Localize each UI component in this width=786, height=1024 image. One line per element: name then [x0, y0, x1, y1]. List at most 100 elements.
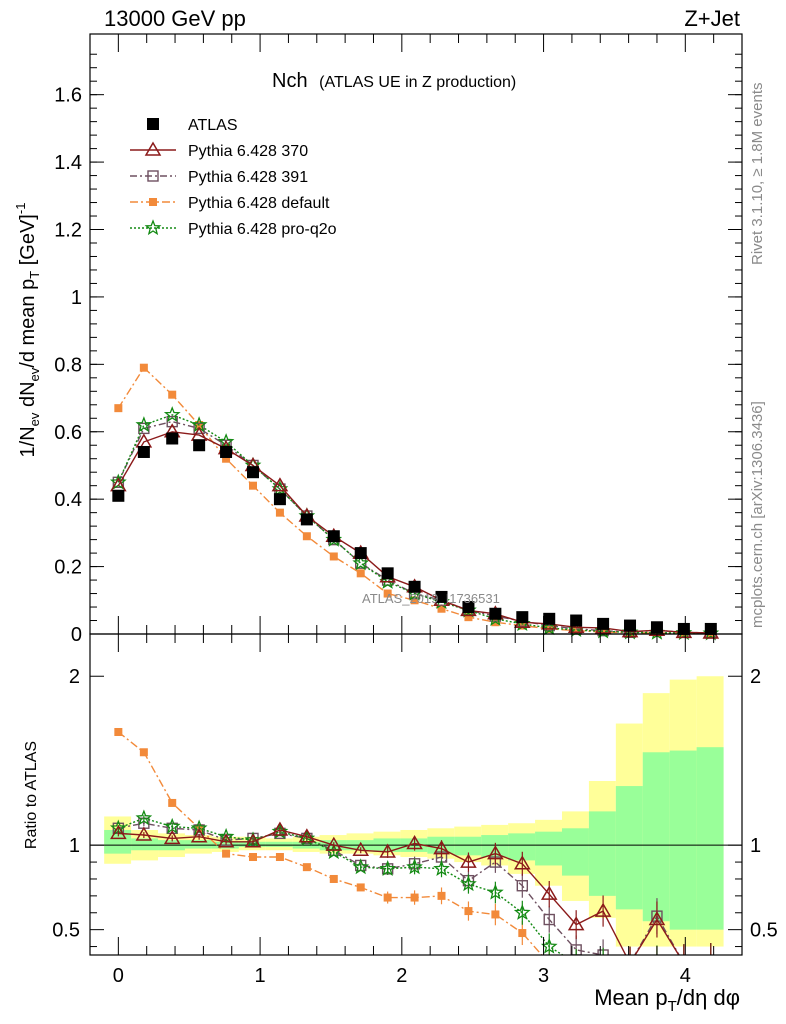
ratio-band-green [508, 833, 536, 861]
ratio-point-pq2o [486, 883, 504, 900]
main-point-data [381, 567, 394, 580]
main-point-data [462, 601, 475, 614]
ratio-series-p370 [110, 821, 712, 955]
x-tick-label: 0 [113, 965, 124, 987]
ratio-point-pdefault [275, 853, 284, 862]
ratio-point-p370 [163, 829, 181, 845]
legend-marker-p370 [144, 141, 162, 156]
ratio-frame [89, 633, 743, 956]
main-point-data [354, 547, 367, 560]
ratio-point-pdefault [437, 891, 446, 900]
x-tick-label: 3 [538, 965, 549, 987]
legend-label-p370: Pythia 6.428 370 [188, 143, 308, 160]
ratio-band-green [669, 750, 697, 930]
main-point-data [677, 622, 690, 635]
chart-title: Nch (ATLAS UE in Z production) [272, 70, 516, 92]
main-point-pdefault [356, 569, 365, 578]
main-point-data [300, 513, 313, 526]
main-series-data [112, 432, 717, 635]
main-point-pdefault [249, 481, 257, 490]
main-point-data [489, 607, 502, 620]
ratio-point-p370 [540, 885, 558, 900]
main-ytick-label: 1 [71, 287, 82, 309]
main-point-pdefault [302, 532, 311, 541]
main-point-data [516, 611, 529, 624]
ratio-point-pq2o [602, 954, 604, 955]
ratio-y-axis-title: Ratio to ATLAS [23, 741, 40, 849]
ratio-point-pdefault [653, 959, 661, 967]
main-point-data [624, 619, 637, 632]
ratio-ytick-label-right: 2 [750, 666, 761, 688]
ratio-band-green [561, 828, 589, 876]
ratio-point-pdefault [114, 727, 123, 736]
main-point-pq2o [217, 433, 235, 449]
main-point-pdefault [599, 627, 608, 636]
ratio-point-pq2o [460, 875, 477, 892]
ratio-point-pdefault [626, 959, 634, 967]
ratio-point-pq2o [629, 954, 631, 955]
ratio-point-pdefault [599, 959, 607, 967]
main-point-data [435, 590, 448, 603]
ratio-band-green [184, 840, 212, 849]
ratio-point-p370 [513, 855, 531, 870]
ratio-point-pq2o [190, 819, 208, 836]
main-point-pdefault [464, 613, 473, 622]
ratio-point-p370 [190, 828, 208, 843]
main-point-pdefault [437, 604, 446, 613]
ratio-point-p391 [543, 913, 555, 926]
ratio-point-pdefault [464, 907, 473, 916]
main-point-data [137, 445, 150, 458]
legend-marker-pdefault [149, 198, 157, 206]
main-point-data [327, 530, 340, 543]
ratio-point-pq2o [135, 809, 153, 826]
main-line-pdefault [117, 366, 711, 635]
ratio-point-p370 [298, 828, 316, 843]
x-axis-title: Mean pT/dη dφ [594, 985, 740, 1015]
ratio-point-pdefault [329, 874, 338, 883]
main-point-pdefault [275, 508, 284, 517]
rivet-label: Rivet 3.1.10, ≥ 1.8M events [749, 83, 766, 266]
main-point-pdefault [222, 454, 231, 463]
ratio-point-pdefault [410, 893, 419, 902]
legend-label-data: ATLAS [188, 117, 238, 134]
main-point-data [193, 439, 206, 452]
main-point-data [220, 445, 233, 458]
ratio-point-pq2o [576, 954, 577, 955]
ratio-point-p391 [706, 958, 716, 968]
ratio-point-pdefault [491, 910, 500, 919]
main-point-pdefault [114, 404, 123, 413]
ratio-point-pq2o [406, 858, 423, 875]
main-point-data [597, 617, 610, 630]
main-point-data [408, 580, 421, 593]
ratio-point-pdefault [518, 929, 527, 938]
main-ytick-label: 1.6 [54, 85, 82, 107]
ratio-point-pq2o [433, 860, 450, 876]
ratio-bands [90, 676, 742, 947]
ratio-band-green [642, 752, 670, 922]
ratio-point-p370 [406, 835, 423, 850]
ratio-band-green [696, 747, 724, 930]
main-point-data [247, 466, 259, 479]
ratio-ytick-label: 0.5 [52, 920, 80, 942]
main-point-data [273, 493, 286, 506]
ratio-point-pq2o [379, 859, 396, 876]
main-point-pdefault [572, 626, 581, 635]
header-left: 13000 GeV pp [104, 6, 246, 31]
ratio-point-p370 [630, 954, 631, 955]
ratio-point-p370 [271, 821, 289, 836]
ratio-band-green [615, 786, 643, 910]
main-point-pdefault [410, 596, 419, 605]
ratio-band-green [588, 811, 616, 896]
ratio-point-pdefault [707, 959, 715, 967]
main-point-pq2o [163, 406, 181, 423]
main-point-pdefault [329, 552, 338, 561]
main-line-p391 [117, 420, 711, 634]
main-point-data [570, 614, 583, 627]
ratio-point-pq2o [540, 937, 558, 954]
ratio-point-p370 [567, 916, 585, 931]
main-point-pdefault [139, 363, 148, 372]
ratio-band-green [535, 831, 562, 866]
x-tick-label: 4 [680, 965, 691, 987]
ratio-series-layer [109, 727, 716, 968]
